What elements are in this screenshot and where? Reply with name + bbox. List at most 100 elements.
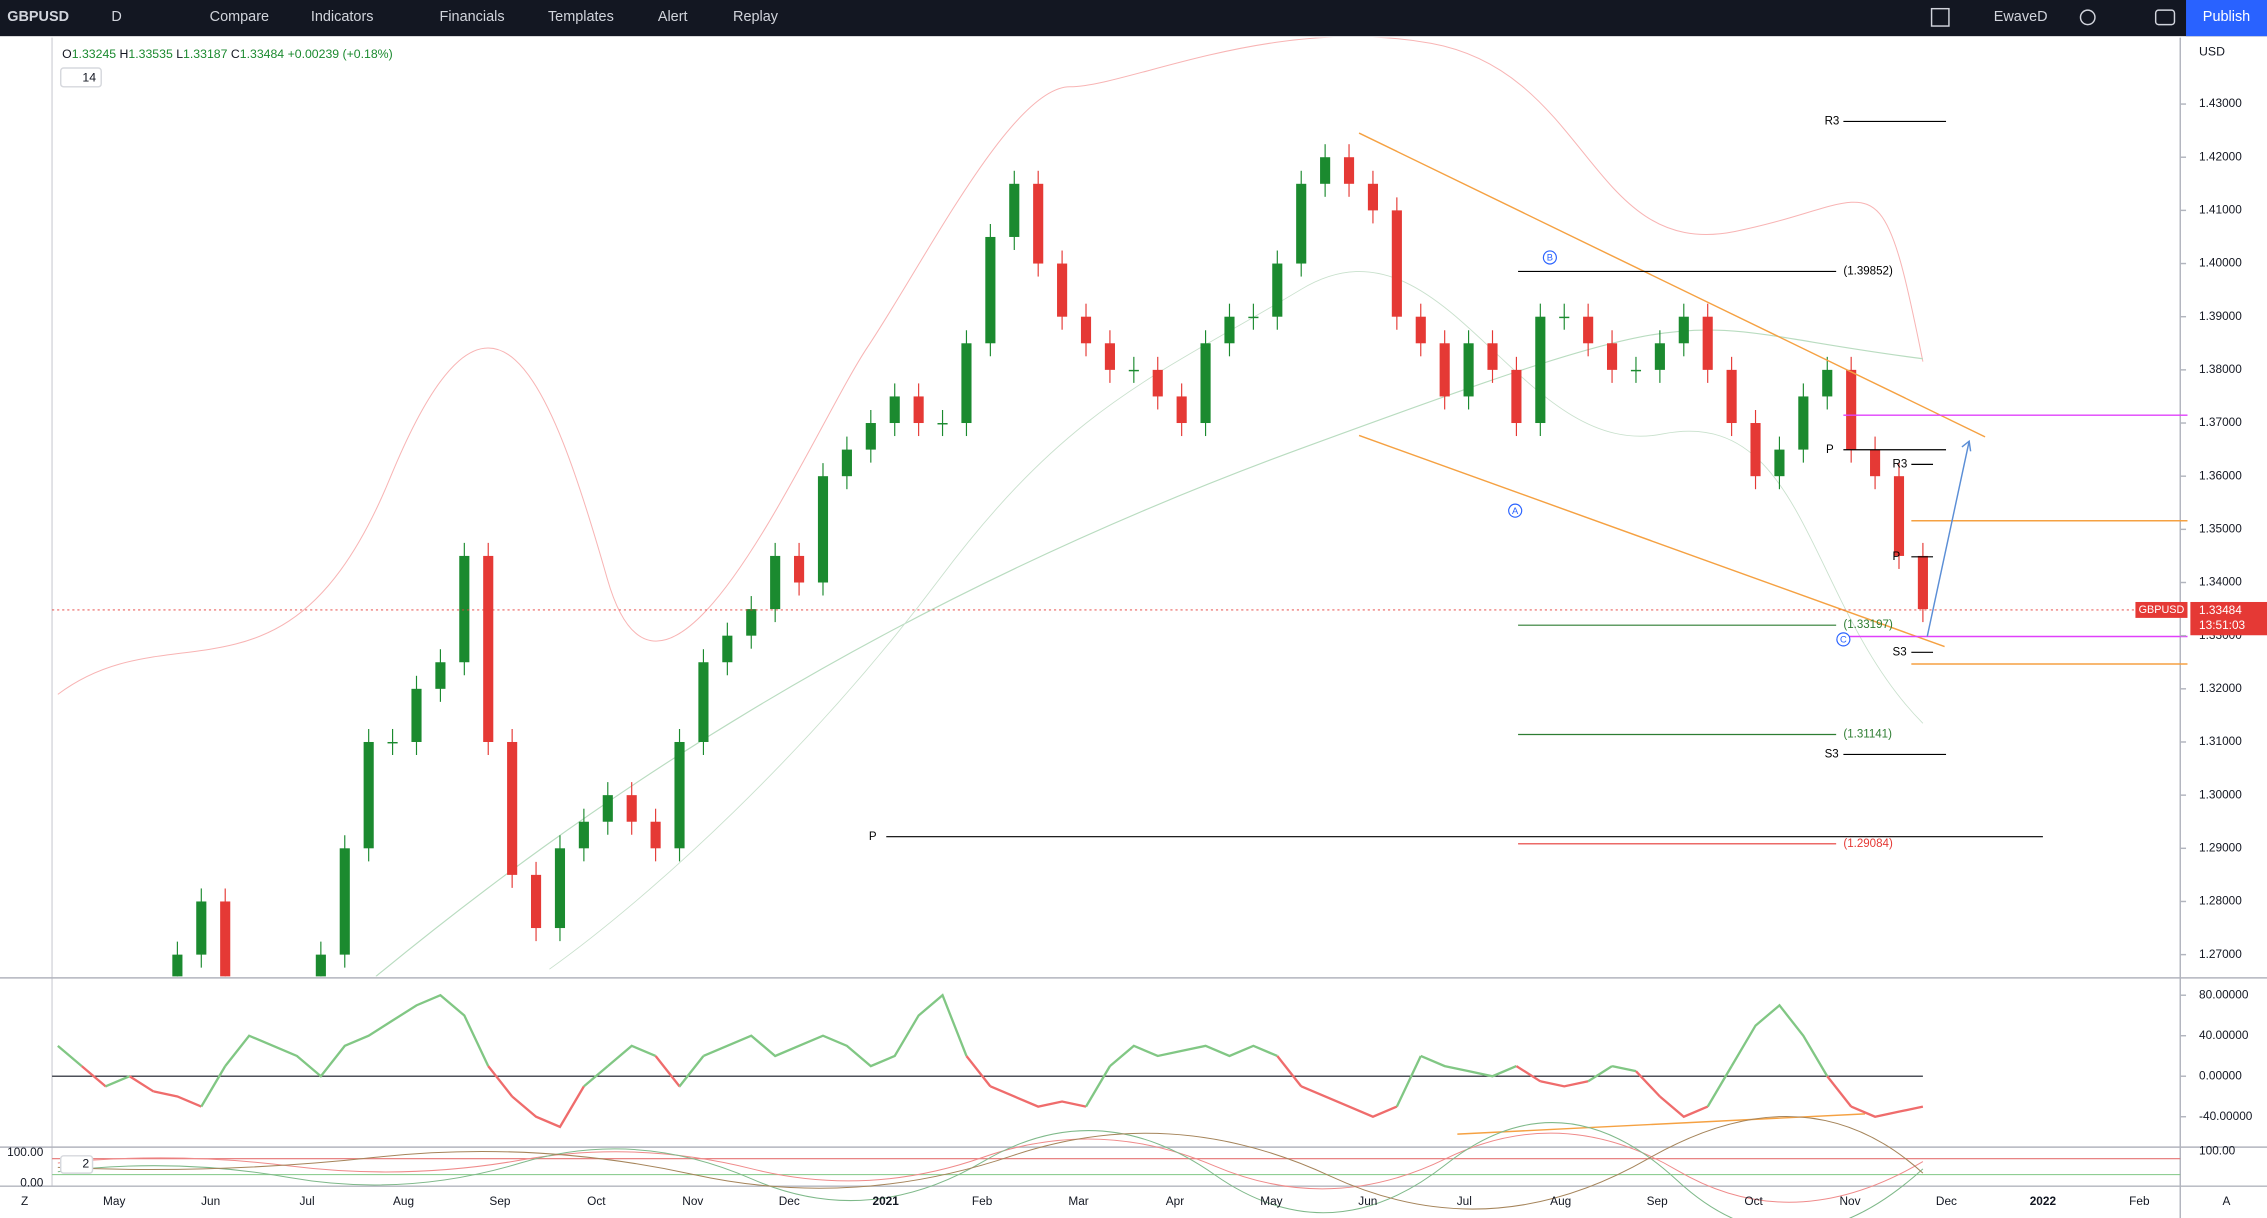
- oscillator-line: [1611, 1064, 1637, 1073]
- y-tick-label: 0.00000: [2199, 1068, 2242, 1082]
- pane3-tick: 100.00: [2199, 1144, 2236, 1158]
- x-tick-label: Dec: [779, 1194, 800, 1208]
- pane3-tick: 0.00: [20, 1175, 43, 1189]
- candle-body: [411, 688, 422, 742]
- candle-body: [1822, 369, 1833, 397]
- snapshot-icon[interactable]: [2154, 9, 2176, 26]
- y-tick-label: 1.31000: [2199, 734, 2242, 748]
- candle-body: [196, 901, 207, 955]
- y-tick-label: 1.40000: [2199, 256, 2242, 270]
- symbol[interactable]: GBPUSD: [7, 9, 69, 25]
- candle-body: [1535, 316, 1546, 424]
- toolbar-button[interactable]: Indicators: [311, 9, 374, 25]
- candle-body: [1917, 555, 1928, 610]
- candle-body: [53, 1088, 63, 1089]
- oscillator-connector: [1276, 1055, 1303, 1088]
- y-tick-label: 1.35000: [2199, 521, 2242, 535]
- x-tick-label: Sep: [489, 1194, 510, 1208]
- candle-body: [1224, 316, 1235, 344]
- ohlc-legend: O1.33245 H1.33535 L1.33187 C1.33484 +0.0…: [62, 47, 393, 61]
- candle-body: [101, 1061, 111, 1114]
- x-tick-label: Nov: [1840, 1194, 1861, 1208]
- y-tick-label: 1.29000: [2199, 840, 2242, 854]
- ohlc-key: L: [176, 47, 183, 61]
- layout-name[interactable]: EwaveD: [1994, 9, 2048, 25]
- ohlc-value: 1.33484: [240, 47, 285, 61]
- toolbar-button[interactable]: Replay: [733, 9, 779, 25]
- toolbar-button[interactable]: Templates: [548, 9, 614, 25]
- oscillator-line: [702, 993, 968, 1068]
- candle-body: [1080, 316, 1092, 344]
- candle-body: [1798, 396, 1809, 450]
- candle-body: [1846, 369, 1857, 450]
- y-tick-label: 1.43000: [2199, 96, 2242, 110]
- publish-button[interactable]: [2186, 0, 2267, 37]
- ohlc-value: 1.33535: [128, 47, 173, 61]
- candle-body: [961, 343, 972, 424]
- ohlc-key: H: [120, 47, 129, 61]
- publish-label[interactable]: Publish: [2203, 9, 2250, 25]
- candle-body: [841, 449, 852, 477]
- x-tick-label: Dec: [1936, 1194, 1957, 1208]
- candle-body: [1009, 183, 1020, 237]
- oscillator-connector: [583, 1065, 609, 1088]
- oscillator-connector: [1085, 1065, 1111, 1108]
- candle-body: [1774, 449, 1785, 477]
- candle-body: [913, 396, 924, 424]
- oscillator-connector: [487, 1065, 514, 1098]
- oscillator-line: [1659, 1095, 1709, 1119]
- candle-body: [1750, 423, 1761, 477]
- candle-body: [865, 423, 876, 450]
- y-tick-label: 1.36000: [2199, 468, 2242, 482]
- fullscreen-icon[interactable]: [1930, 7, 1950, 27]
- oscillator-connector: [678, 1055, 705, 1088]
- corner-button[interactable]: A: [2223, 1194, 2231, 1208]
- channel-top: [1358, 132, 1986, 438]
- pane3-line: [57, 1132, 1924, 1203]
- wave-label: A: [1512, 505, 1519, 516]
- toolbar-button[interactable]: Financials: [440, 9, 505, 25]
- candle-body: [602, 795, 613, 822]
- wave-marker: [1542, 250, 1557, 265]
- candle-body: [1057, 263, 1068, 317]
- pane3-tick: 100.00: [7, 1145, 44, 1159]
- candle-body: [339, 848, 350, 955]
- level-label: P: [1893, 551, 1901, 563]
- candle-body: [746, 609, 757, 636]
- candles: [53, 144, 1928, 1114]
- toolbar-button[interactable]: Alert: [658, 9, 688, 25]
- y-tick-label: 80.00000: [2199, 987, 2249, 1001]
- currency[interactable]: USD: [2199, 44, 2225, 58]
- candle-body: [985, 236, 996, 344]
- oscillator-line: [511, 1085, 585, 1129]
- x-tick-label: Nov: [682, 1194, 703, 1208]
- toolbar-button[interactable]: Compare: [210, 9, 269, 25]
- indicator-count[interactable]: 14: [82, 70, 96, 84]
- corner-button[interactable]: Z: [21, 1194, 28, 1208]
- level-label: P: [869, 831, 877, 843]
- oscillator-connector: [1587, 1065, 1613, 1083]
- level-label: R3: [1825, 115, 1840, 127]
- ohlc-key: C: [231, 47, 240, 61]
- pane3-legend[interactable]: 2: [82, 1157, 89, 1171]
- projection-arrow: [1926, 441, 1970, 637]
- ohlc-value: 1.33245: [72, 47, 117, 61]
- indicator-toggle[interactable]: [60, 67, 102, 88]
- candle-body: [1200, 343, 1211, 424]
- ohlc-change: +0.00239 (+0.18%): [288, 47, 393, 61]
- candle-body: [578, 821, 589, 849]
- oscillator-line: [1300, 1085, 1398, 1118]
- oscillator-connector: [80, 1065, 107, 1088]
- pane3-line: [57, 1116, 1924, 1210]
- candle-body: [1248, 316, 1259, 319]
- x-tick-label: Jun: [201, 1194, 220, 1208]
- interval[interactable]: D: [111, 9, 121, 25]
- price-tag-countdown: 13:51:03: [2199, 618, 2246, 632]
- y-tick-label: 1.41000: [2199, 203, 2242, 217]
- settings-icon[interactable]: [2079, 9, 2096, 26]
- moving-average: [375, 329, 1923, 977]
- pane3-toggle[interactable]: [60, 1155, 94, 1174]
- candle-body: [1367, 183, 1379, 211]
- toolbar: [0, 0, 2267, 37]
